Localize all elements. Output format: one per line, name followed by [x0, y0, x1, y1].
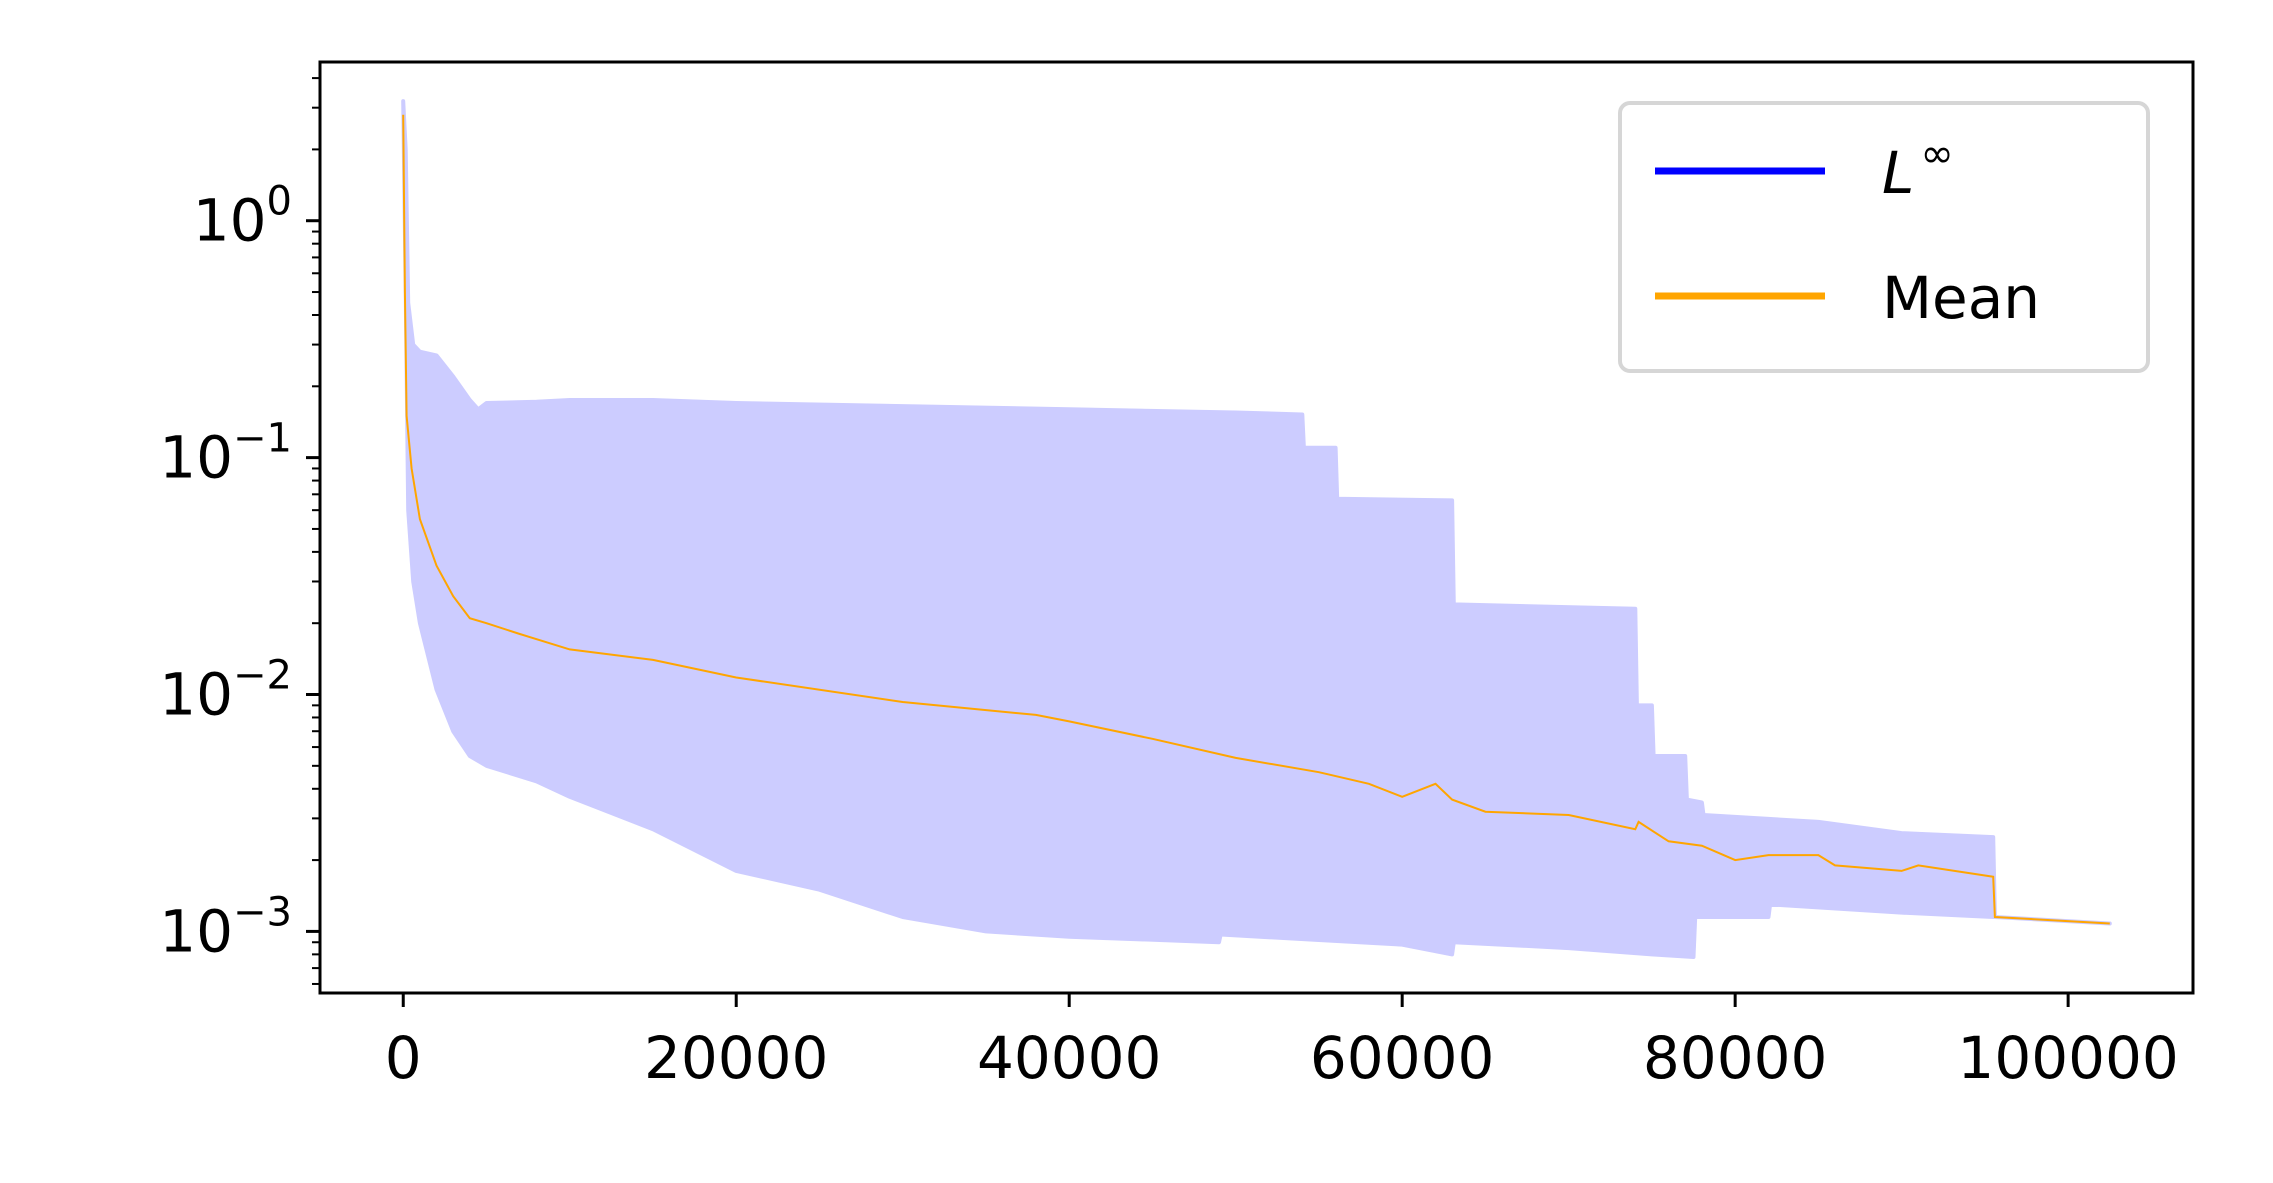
- legend-label: L ∞: [1882, 131, 1954, 207]
- legend: L ∞ Mean: [1618, 101, 2150, 373]
- x-tick-label: 0: [385, 1024, 422, 1092]
- x-tick-label: 60000: [1310, 1024, 1495, 1092]
- x-tick-label: 80000: [1643, 1024, 1828, 1092]
- y-tick-label: 10−3: [159, 889, 292, 965]
- legend-label: Mean: [1882, 264, 2040, 332]
- y-tick-label: 10−2: [159, 653, 292, 729]
- axes: 0 20000 40000 60000 80000 100000 100 10−1 10−2 10…: [159, 60, 2195, 1092]
- y-tick-label: 100: [193, 179, 292, 255]
- y-tick-label: 10−1: [159, 416, 292, 492]
- x-tick-label: 40000: [977, 1024, 1162, 1092]
- mean-series-line: [402, 114, 2110, 925]
- x-tick-label: 100000: [1957, 1024, 2178, 1092]
- x-tick-label: 20000: [644, 1024, 829, 1092]
- plot-area: [401, 99, 2112, 959]
- plot-frame: [318, 60, 2195, 995]
